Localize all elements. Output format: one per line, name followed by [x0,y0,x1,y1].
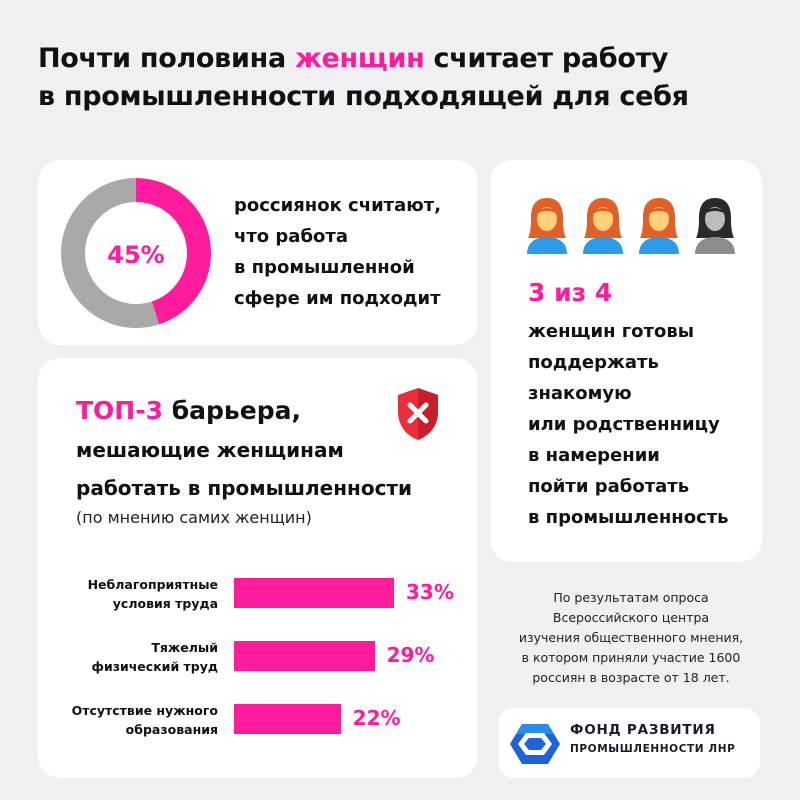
footnote-line: изучения общественного мнения, [518,630,744,645]
donut-description: россиянок считают, что работа в промышле… [234,190,474,314]
people-stat: 3 из 4 [528,278,613,307]
survey-footnote: По результатам опроса Всероссийского цен… [492,588,770,688]
bar-category-label-line: условия труда [112,596,218,611]
bar-category-label-line: физический труд [91,659,218,674]
donut-text-line: что работа [234,226,348,247]
bar [234,641,375,671]
donut-slice-rest [61,178,211,328]
barriers-title-accent: ТОП-3 [76,396,163,425]
logo-line1: ФОНД РАЗВИТИЯ [570,722,716,738]
title-part2: считает работу [424,43,669,74]
people-text-line: в намерении [528,445,660,466]
donut-text-line: сфере им подходит [234,288,441,309]
people-icons [522,194,740,254]
barriers-title-rest: барьера, [163,396,301,425]
bar [234,704,341,734]
woman-icon [527,198,567,254]
people-text-line: пойти работать [528,476,690,497]
title-part1: Почти половина [38,43,295,74]
barriers-title: ТОП-3 барьера, мешающие женщинам работат… [76,392,436,507]
footnote-line: Всероссийского центра [552,610,710,625]
footnote-line: По результатам опроса [553,590,709,605]
woman-grey-icon [695,198,735,254]
woman-icon [639,198,679,254]
footnote-line: россиян в возрасте от 18 лет. [532,670,730,685]
donut-text-line: в промышленной [234,257,415,278]
barriers-title-line3: работать в промышленности [76,476,413,500]
title-accent: женщин [294,43,425,74]
bar-category-label: Неблагоприятные условия труда [48,575,218,613]
bar-value-label: 29% [386,643,435,667]
bar [234,578,394,608]
bar-category-label-line: Тяжелый [151,640,218,655]
people-description: женщин готовы поддержать знакомую или ро… [528,316,758,533]
bar-category-label-line: образования [125,722,218,737]
logo-line2: ПРОМЫШЛЕННОСТИ ЛНР [570,743,736,755]
shield-x-icon [398,388,438,440]
people-text-line: или родственницу [528,414,720,435]
donut-text-line: россиянок считают, [234,195,442,216]
logo-text: ФОНД РАЗВИТИЯ ПРОМЫШЛЕННОСТИ ЛНР [570,722,755,755]
logo-card: ФОНД РАЗВИТИЯ ПРОМЫШЛЕННОСТИ ЛНР [498,708,760,778]
bar-value-label: 22% [352,706,401,730]
barriers-card: ТОП-3 барьера, мешающие женщинам работат… [38,358,478,778]
footnote-line: в котором приняли участие 1600 [521,650,741,665]
people-text-line: в промышленность [528,507,729,528]
barriers-subtitle: (по мнению самих женщин) [76,508,312,527]
bar-category-label: Тяжелый физический труд [48,638,218,676]
bar-category-label-line: Неблагоприятные [87,577,218,592]
donut-chart: 45% [61,178,211,328]
woman-icon [583,198,623,254]
barriers-title-line2: мешающие женщинам [76,438,344,462]
people-card: 3 из 4 женщин готовы поддержать знакомую… [490,160,762,562]
people-text-line: знакомую [528,383,632,404]
title-line2: в промышленности подходящей для себя [38,81,689,112]
people-text-line: поддержать [528,352,659,373]
bar-category-label: Отсутствие нужного образования [48,701,218,739]
page-title: Почти половина женщин считает работу в п… [38,40,778,116]
bar-category-label-line: Отсутствие нужного [71,703,218,718]
donut-card: 45% россиянок считают, что работа в пром… [38,160,478,345]
donut-center-label: 45% [107,241,164,269]
bar-value-label: 33% [406,580,454,604]
hexagon-logo-icon [510,724,560,764]
people-text-line: женщин готовы [528,321,695,342]
